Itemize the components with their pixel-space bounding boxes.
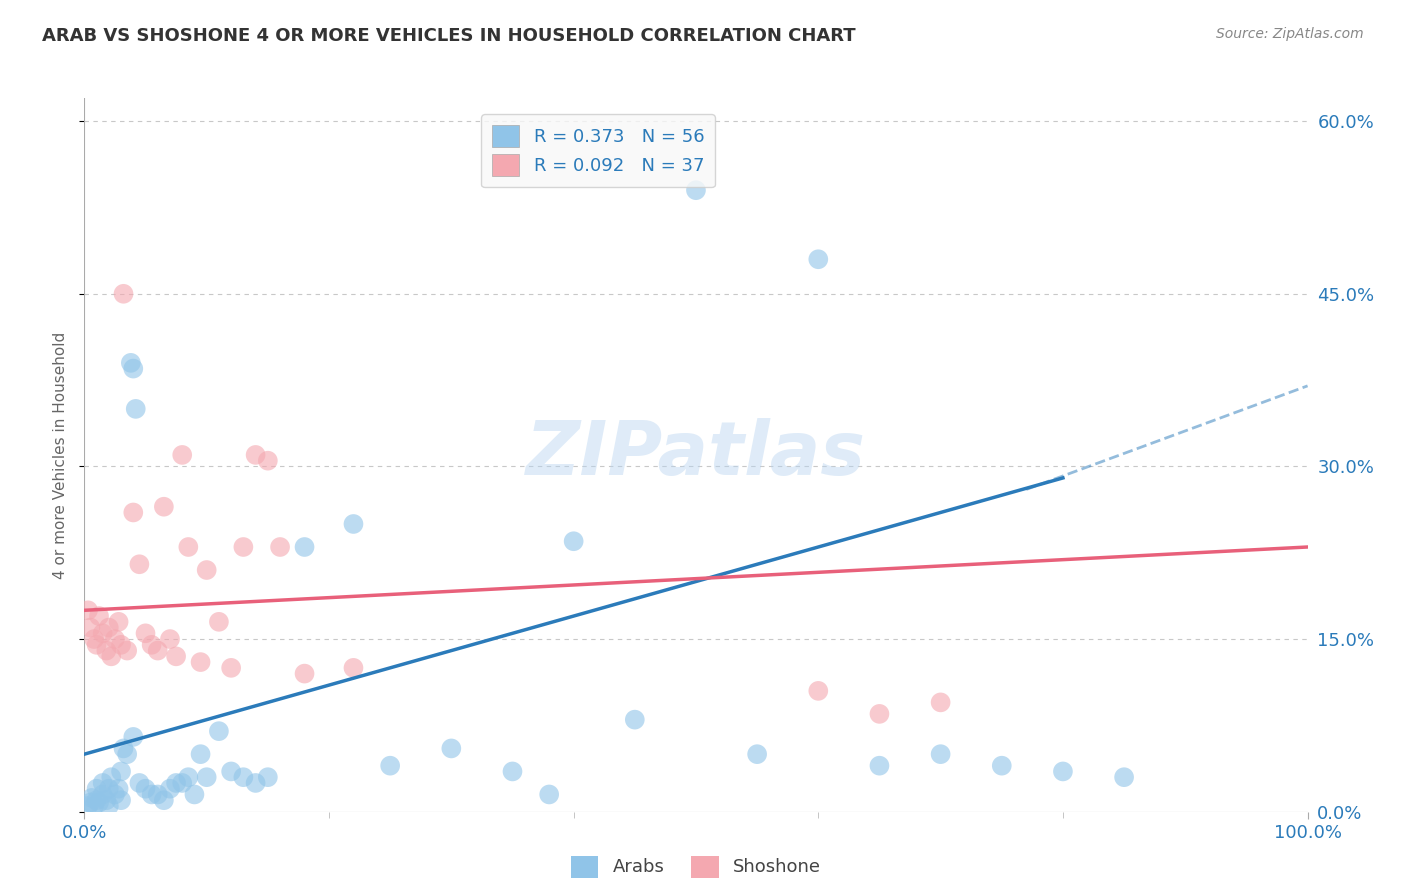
Point — [177, 770, 200, 784]
Point — [91, 626, 114, 640]
Point — [929, 747, 952, 761]
Point — [257, 770, 280, 784]
Point — [342, 516, 364, 531]
Point — [159, 632, 181, 646]
Point — [122, 361, 145, 376]
Point — [869, 706, 891, 721]
Point — [747, 747, 769, 761]
Point — [190, 655, 212, 669]
Point — [122, 506, 145, 520]
Point — [257, 453, 280, 467]
Point — [115, 747, 138, 761]
Point — [183, 788, 205, 802]
Text: Source: ZipAtlas.com: Source: ZipAtlas.com — [1216, 27, 1364, 41]
Point — [172, 776, 194, 790]
Point — [79, 796, 101, 810]
Point — [1052, 764, 1074, 779]
Point — [153, 793, 176, 807]
Point — [342, 661, 364, 675]
Text: ARAB VS SHOSHONE 4 OR MORE VEHICLES IN HOUSEHOLD CORRELATION CHART: ARAB VS SHOSHONE 4 OR MORE VEHICLES IN H… — [42, 27, 856, 45]
Point — [146, 788, 169, 802]
Point — [107, 615, 129, 629]
Text: ZIPatlas: ZIPatlas — [526, 418, 866, 491]
Point — [112, 286, 135, 301]
Point — [869, 758, 891, 772]
Point — [172, 448, 194, 462]
Point — [195, 563, 218, 577]
Point — [538, 788, 561, 802]
Point — [110, 638, 132, 652]
Point — [232, 770, 254, 784]
Point — [208, 615, 231, 629]
Point — [991, 758, 1014, 772]
Point — [120, 356, 142, 370]
Point — [87, 609, 110, 624]
Point — [104, 788, 127, 802]
Point — [807, 252, 830, 267]
Point — [135, 626, 157, 640]
Point — [128, 558, 150, 572]
Point — [208, 724, 231, 739]
Point — [122, 730, 145, 744]
Point — [86, 793, 108, 807]
Point — [115, 643, 138, 657]
Point — [100, 770, 122, 784]
Point — [624, 713, 647, 727]
Point — [141, 788, 163, 802]
Legend: Arabs, Shoshone: Arabs, Shoshone — [564, 848, 828, 885]
Y-axis label: 4 or more Vehicles in Household: 4 or more Vehicles in Household — [52, 331, 67, 579]
Point — [96, 793, 118, 807]
Point — [110, 764, 132, 779]
Point — [245, 448, 267, 462]
Point — [141, 638, 163, 652]
Point — [294, 540, 316, 554]
Point — [146, 643, 169, 657]
Point — [125, 401, 148, 416]
Point — [91, 776, 114, 790]
Point — [77, 799, 100, 814]
Point — [77, 603, 100, 617]
Point — [86, 638, 108, 652]
Point — [83, 632, 105, 646]
Point — [110, 793, 132, 807]
Point — [153, 500, 176, 514]
Point — [195, 770, 218, 784]
Point — [97, 781, 120, 796]
Point — [128, 776, 150, 790]
Point — [380, 758, 402, 772]
Point — [83, 799, 105, 814]
Point — [190, 747, 212, 761]
Point — [107, 781, 129, 796]
Point — [104, 632, 127, 646]
Point — [294, 666, 316, 681]
Point — [112, 741, 135, 756]
Point — [91, 788, 114, 802]
Point — [96, 643, 118, 657]
Point — [269, 540, 291, 554]
Point — [685, 183, 707, 197]
Point — [929, 695, 952, 709]
Point — [232, 540, 254, 554]
Point — [97, 621, 120, 635]
Point — [177, 540, 200, 554]
Point — [1114, 770, 1136, 784]
Point — [440, 741, 463, 756]
Point — [80, 791, 103, 805]
Point — [100, 649, 122, 664]
Point — [159, 781, 181, 796]
Point — [135, 781, 157, 796]
Point — [502, 764, 524, 779]
Point — [219, 661, 242, 675]
Point — [562, 534, 585, 549]
Point — [97, 799, 120, 814]
Point — [807, 684, 830, 698]
Point — [165, 776, 187, 790]
Point — [79, 621, 101, 635]
Point — [87, 796, 110, 810]
Point — [165, 649, 187, 664]
Point — [219, 764, 242, 779]
Point — [86, 781, 108, 796]
Point — [245, 776, 267, 790]
